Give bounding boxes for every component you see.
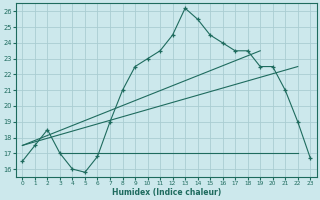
X-axis label: Humidex (Indice chaleur): Humidex (Indice chaleur): [112, 188, 221, 197]
